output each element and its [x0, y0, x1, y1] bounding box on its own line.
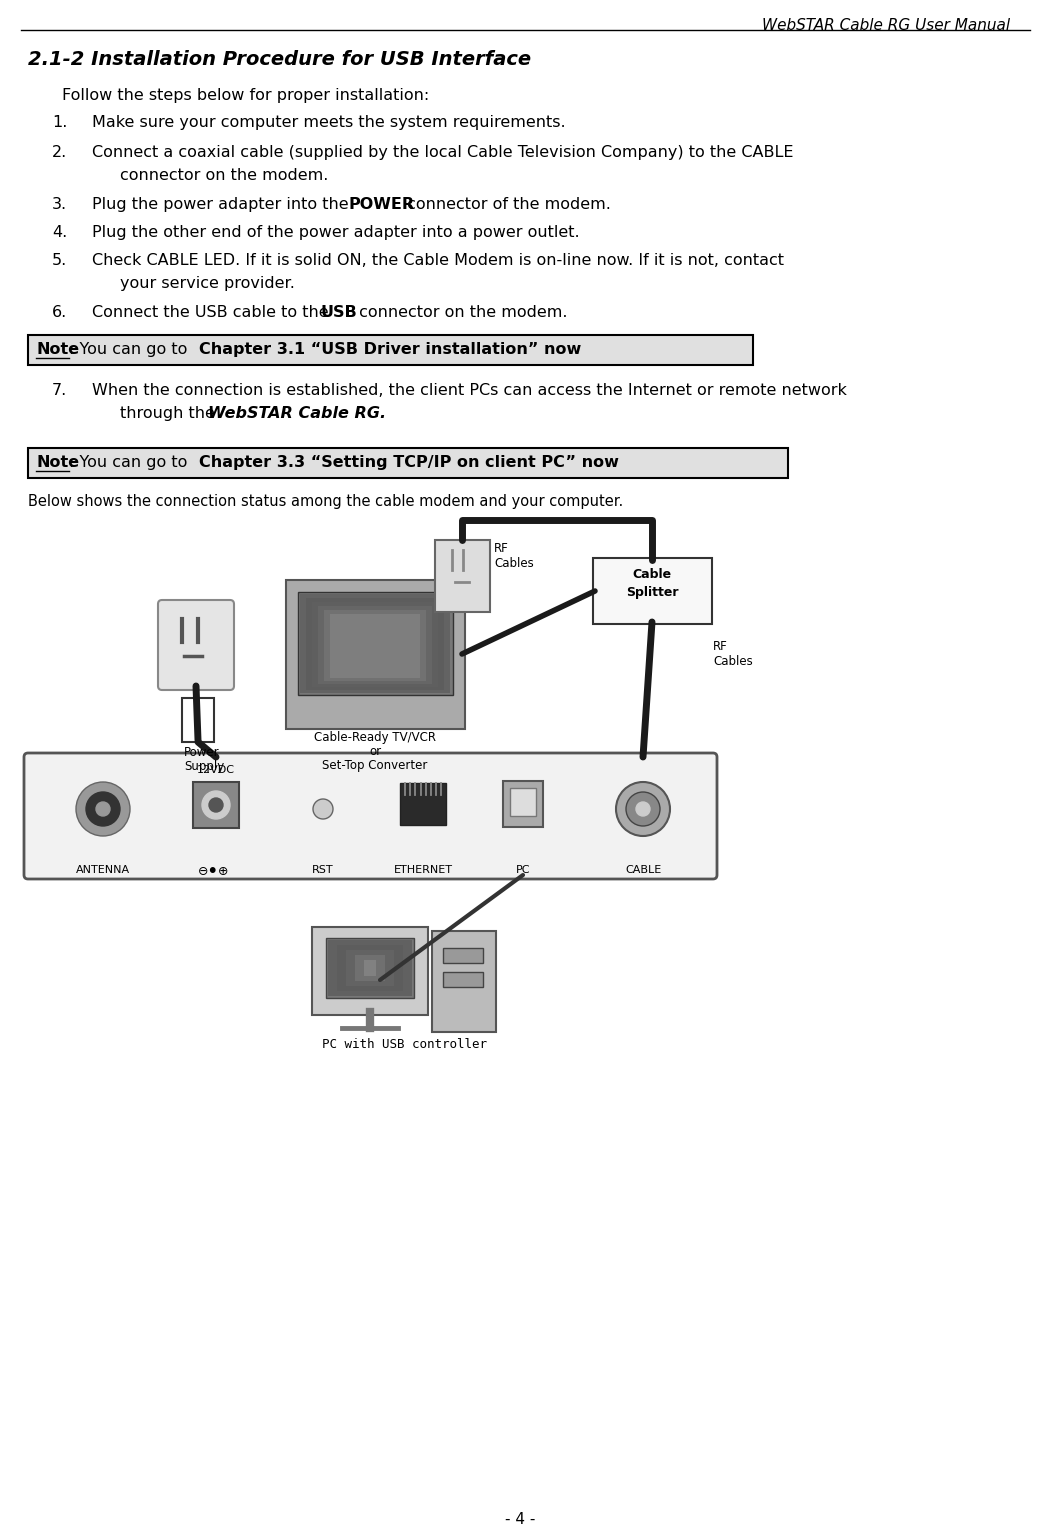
FancyBboxPatch shape — [324, 609, 426, 680]
FancyBboxPatch shape — [330, 614, 420, 679]
Text: Connect a coaxial cable (supplied by the local Cable Television Company) to the : Connect a coaxial cable (supplied by the… — [92, 145, 794, 160]
FancyBboxPatch shape — [355, 956, 385, 980]
Text: Connect the USB cable to the: Connect the USB cable to the — [92, 305, 334, 320]
Text: connector on the modem.: connector on the modem. — [354, 305, 568, 320]
Text: PC with USB controller: PC with USB controller — [322, 1037, 488, 1051]
Text: Chapter 3.1 “USB Driver installation” now: Chapter 3.1 “USB Driver installation” no… — [199, 342, 581, 357]
Text: 1.: 1. — [52, 115, 68, 129]
Text: PC: PC — [516, 865, 530, 876]
Text: ANTENNA: ANTENNA — [76, 865, 130, 876]
Text: ETHERNET: ETHERNET — [393, 865, 452, 876]
Text: 12VDC: 12VDC — [197, 765, 235, 776]
FancyBboxPatch shape — [298, 593, 453, 696]
FancyBboxPatch shape — [435, 540, 490, 613]
Text: When the connection is established, the client PCs can access the Internet or re: When the connection is established, the … — [92, 383, 847, 399]
Circle shape — [209, 799, 223, 813]
FancyBboxPatch shape — [312, 602, 438, 686]
FancyBboxPatch shape — [432, 931, 496, 1033]
Text: Plug the other end of the power adapter into a power outlet.: Plug the other end of the power adapter … — [92, 225, 579, 240]
Text: 2.1-2 Installation Procedure for USB Interface: 2.1-2 Installation Procedure for USB Int… — [28, 49, 531, 69]
FancyBboxPatch shape — [306, 599, 444, 689]
Text: : You can go to: : You can go to — [69, 342, 192, 357]
Text: Supply: Supply — [184, 760, 225, 773]
FancyBboxPatch shape — [443, 948, 483, 963]
FancyBboxPatch shape — [312, 926, 428, 1016]
Circle shape — [202, 791, 230, 819]
Text: or: or — [369, 745, 381, 759]
FancyBboxPatch shape — [28, 336, 753, 365]
Text: your service provider.: your service provider. — [120, 275, 295, 291]
FancyBboxPatch shape — [443, 973, 483, 986]
Text: Cable: Cable — [632, 568, 672, 582]
FancyBboxPatch shape — [364, 960, 376, 976]
Text: USB: USB — [320, 305, 357, 320]
Text: ⊖⚫⊕: ⊖⚫⊕ — [198, 865, 230, 879]
Text: CABLE: CABLE — [625, 865, 661, 876]
FancyBboxPatch shape — [158, 600, 234, 689]
Text: WebSTAR Cable RG User Manual: WebSTAR Cable RG User Manual — [762, 18, 1010, 32]
FancyBboxPatch shape — [510, 788, 536, 816]
Text: Make sure your computer meets the system requirements.: Make sure your computer meets the system… — [92, 115, 566, 129]
Circle shape — [86, 793, 120, 826]
Text: - 4 -: - 4 - — [504, 1511, 536, 1527]
Circle shape — [626, 793, 660, 826]
Text: POWER: POWER — [348, 197, 414, 212]
FancyBboxPatch shape — [193, 782, 239, 828]
FancyBboxPatch shape — [326, 937, 414, 997]
Text: Check CABLE LED. If it is solid ON, the Cable Modem is on-line now. If it is not: Check CABLE LED. If it is solid ON, the … — [92, 252, 784, 268]
Text: Power: Power — [184, 746, 219, 759]
FancyBboxPatch shape — [593, 559, 712, 623]
FancyBboxPatch shape — [28, 448, 788, 479]
Text: Chapter 3.3 “Setting TCP/IP on client PC” now: Chapter 3.3 “Setting TCP/IP on client PC… — [199, 456, 619, 469]
Text: through the: through the — [120, 406, 220, 422]
FancyBboxPatch shape — [400, 783, 446, 825]
Text: Cable-Ready TV/VCR: Cable-Ready TV/VCR — [314, 731, 436, 743]
Text: 4.: 4. — [52, 225, 68, 240]
Text: : You can go to: : You can go to — [69, 456, 192, 469]
Circle shape — [313, 799, 333, 819]
Text: Set-Top Converter: Set-Top Converter — [322, 759, 427, 773]
FancyBboxPatch shape — [24, 753, 717, 879]
Text: connector on the modem.: connector on the modem. — [120, 168, 329, 183]
Text: Follow the steps below for proper installation:: Follow the steps below for proper instal… — [62, 88, 430, 103]
FancyBboxPatch shape — [337, 945, 404, 991]
Text: Note: Note — [36, 456, 79, 469]
Text: 6.: 6. — [52, 305, 68, 320]
FancyBboxPatch shape — [300, 594, 450, 693]
FancyBboxPatch shape — [328, 940, 412, 996]
Text: WebSTAR Cable RG.: WebSTAR Cable RG. — [208, 406, 386, 422]
Text: 3.: 3. — [52, 197, 68, 212]
Circle shape — [616, 782, 670, 836]
FancyBboxPatch shape — [286, 580, 465, 729]
Text: 5.: 5. — [52, 252, 68, 268]
Text: Plug the power adapter into the: Plug the power adapter into the — [92, 197, 354, 212]
Circle shape — [96, 802, 110, 816]
Text: RST: RST — [312, 865, 334, 876]
Text: RF
Cables: RF Cables — [713, 640, 753, 668]
Circle shape — [636, 802, 650, 816]
FancyBboxPatch shape — [318, 606, 432, 683]
Text: 7.: 7. — [52, 383, 68, 399]
Text: 2.: 2. — [52, 145, 68, 160]
Text: Below shows the connection status among the cable modem and your computer.: Below shows the connection status among … — [28, 494, 623, 509]
Circle shape — [76, 782, 130, 836]
Text: connector of the modem.: connector of the modem. — [402, 197, 610, 212]
Text: Note: Note — [36, 342, 79, 357]
Text: Splitter: Splitter — [626, 586, 678, 599]
FancyBboxPatch shape — [182, 699, 214, 742]
FancyBboxPatch shape — [503, 780, 543, 826]
Text: RF
Cables: RF Cables — [494, 542, 534, 569]
FancyBboxPatch shape — [346, 950, 394, 986]
